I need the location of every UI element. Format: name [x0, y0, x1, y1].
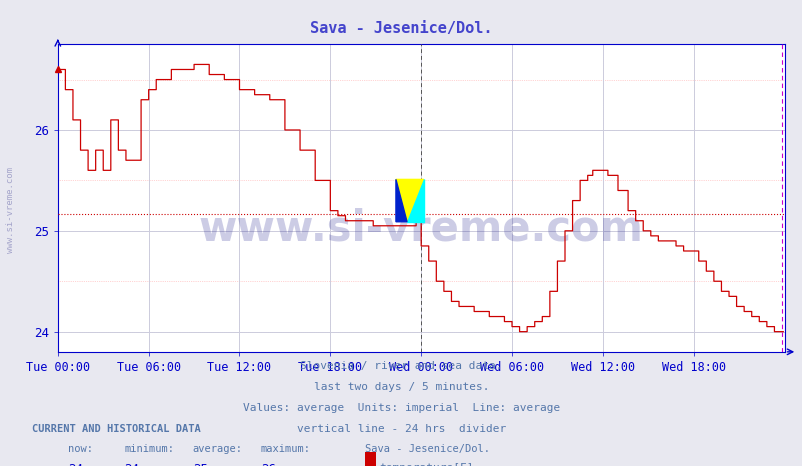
Text: www.si-vreme.com: www.si-vreme.com — [198, 207, 643, 249]
Text: 24: 24 — [124, 463, 140, 466]
Text: 24: 24 — [68, 463, 83, 466]
Text: now:: now: — [68, 444, 93, 453]
Text: vertical line - 24 hrs  divider: vertical line - 24 hrs divider — [297, 424, 505, 434]
Text: 25: 25 — [192, 463, 208, 466]
Polygon shape — [407, 179, 423, 222]
Text: last two days / 5 minutes.: last two days / 5 minutes. — [314, 382, 488, 392]
Text: Sava - Jesenice/Dol.: Sava - Jesenice/Dol. — [365, 444, 490, 453]
Text: temperature[F]: temperature[F] — [379, 463, 473, 466]
Text: minimum:: minimum: — [124, 444, 174, 453]
Text: Slovenia / river and sea data.: Slovenia / river and sea data. — [300, 361, 502, 371]
Text: 26: 26 — [261, 463, 276, 466]
Text: www.si-vreme.com: www.si-vreme.com — [6, 167, 15, 253]
Polygon shape — [395, 179, 423, 222]
Text: Sava - Jesenice/Dol.: Sava - Jesenice/Dol. — [310, 21, 492, 36]
Polygon shape — [395, 179, 407, 222]
Text: Values: average  Units: imperial  Line: average: Values: average Units: imperial Line: av… — [242, 403, 560, 413]
Text: CURRENT AND HISTORICAL DATA: CURRENT AND HISTORICAL DATA — [32, 424, 200, 434]
Text: average:: average: — [192, 444, 242, 453]
Text: maximum:: maximum: — [261, 444, 310, 453]
